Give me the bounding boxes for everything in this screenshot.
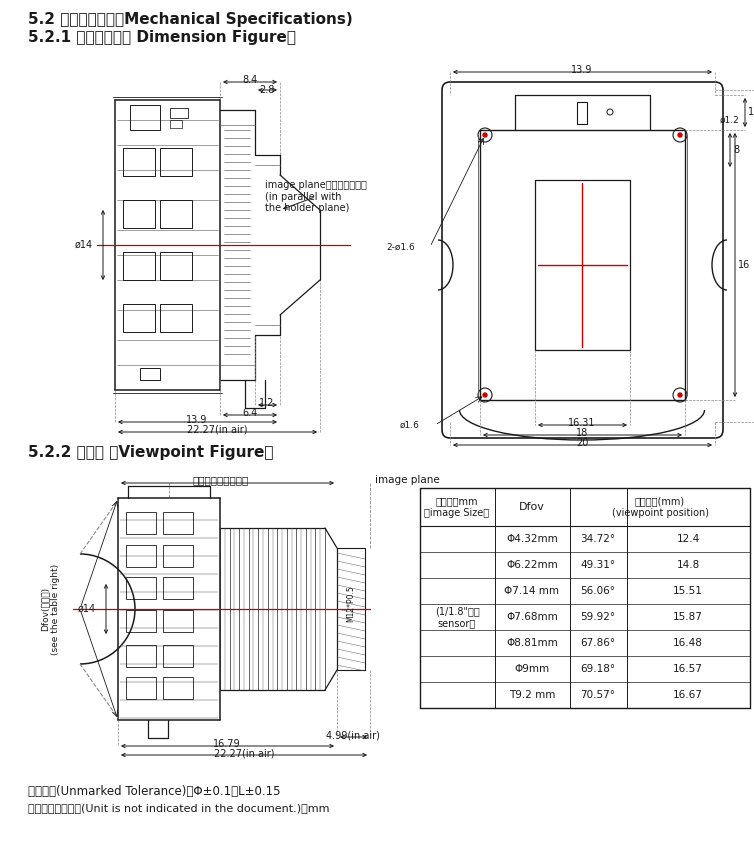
Text: 视点位置（见表格）: 视点位置（见表格）	[193, 475, 249, 485]
Text: Φ6.22mm: Φ6.22mm	[506, 560, 558, 570]
Text: Φ8.81mm: Φ8.81mm	[506, 638, 558, 648]
Text: Φ9mm: Φ9mm	[514, 664, 550, 674]
Bar	[160, 252, 192, 280]
Text: 6.4: 6.4	[242, 408, 258, 418]
Text: Φ7.14 mm: Φ7.14 mm	[504, 586, 559, 596]
Text: 67.86°: 67.86°	[581, 638, 615, 648]
Text: ø14: ø14	[75, 240, 93, 250]
Bar	[160, 304, 192, 332]
Bar	[160, 148, 192, 176]
Text: 56.06°: 56.06°	[581, 586, 615, 596]
Text: 未注公差(Unmarked Tolerance)：Φ±0.1，L±0.15: 未注公差(Unmarked Tolerance)：Φ±0.1，L±0.15	[28, 785, 280, 798]
Text: 59.92°: 59.92°	[581, 612, 615, 622]
Text: Φ7.68mm: Φ7.68mm	[506, 612, 558, 622]
Text: Dfov: Dfov	[519, 502, 545, 512]
Text: (1/1.8"以下
sensor）: (1/1.8"以下 sensor）	[434, 606, 480, 628]
Bar	[163, 577, 193, 599]
Text: 22.27(in air): 22.27(in air)	[187, 425, 247, 435]
Text: 49.31°: 49.31°	[581, 560, 615, 570]
Text: 5.2.1 外形尺寸图（ Dimension Figure）: 5.2.1 外形尺寸图（ Dimension Figure）	[28, 30, 296, 45]
Text: 13.9: 13.9	[572, 65, 593, 75]
Text: 20: 20	[576, 438, 588, 448]
Text: 13.9: 13.9	[186, 415, 207, 425]
Text: 2.8: 2.8	[259, 85, 274, 95]
Text: 69.18°: 69.18°	[581, 664, 615, 674]
Bar	[163, 677, 193, 699]
Text: 16: 16	[738, 260, 750, 270]
Text: 16.48: 16.48	[673, 638, 703, 648]
Bar	[160, 200, 192, 228]
Text: 4.99(in air): 4.99(in air)	[326, 730, 380, 740]
Text: 8: 8	[733, 145, 739, 155]
Circle shape	[483, 393, 487, 397]
Bar	[123, 304, 155, 332]
Text: 视点位置(mm)
(viewpoint position): 视点位置(mm) (viewpoint position)	[611, 496, 709, 518]
Circle shape	[483, 133, 487, 137]
Bar	[163, 645, 193, 667]
Text: image plane面与底座面平齐
(in parallel with
the holder plane): image plane面与底座面平齐 (in parallel with the…	[265, 180, 367, 214]
Bar	[163, 610, 193, 632]
Text: ø1.2: ø1.2	[720, 116, 740, 125]
Text: 5.2.2 视点图 （Viewpoint Figure）: 5.2.2 视点图 （Viewpoint Figure）	[28, 445, 274, 460]
Bar	[163, 512, 193, 534]
Text: 18: 18	[576, 428, 588, 438]
Text: Φ4.32mm: Φ4.32mm	[506, 534, 558, 544]
Text: 70.57°: 70.57°	[581, 690, 615, 700]
Text: 16.79: 16.79	[213, 739, 241, 749]
Bar	[126, 645, 156, 667]
Text: M12*P0.5: M12*P0.5	[347, 585, 355, 622]
Text: 22.27(in air): 22.27(in air)	[213, 748, 274, 758]
Text: 5.2 机构参数规格（Mechanical Specifications): 5.2 机构参数规格（Mechanical Specifications)	[28, 12, 353, 27]
Circle shape	[678, 133, 682, 137]
Bar	[577, 102, 587, 124]
Bar	[163, 545, 193, 567]
Text: 16.67: 16.67	[673, 690, 703, 700]
Bar	[126, 677, 156, 699]
Text: ø1.6: ø1.6	[400, 420, 420, 430]
Text: 12.4: 12.4	[676, 534, 700, 544]
Text: 16.31: 16.31	[569, 418, 596, 428]
Bar	[123, 200, 155, 228]
Bar	[170, 108, 188, 118]
Bar	[126, 577, 156, 599]
Bar	[130, 105, 160, 130]
Text: 15.87: 15.87	[673, 612, 703, 622]
Text: 16.57: 16.57	[673, 664, 703, 674]
Text: 8.4: 8.4	[242, 75, 258, 85]
Circle shape	[678, 393, 682, 397]
Text: 2-ø1.6: 2-ø1.6	[386, 243, 415, 252]
Bar	[126, 545, 156, 567]
Text: 14.8: 14.8	[676, 560, 700, 570]
Text: 本规格书未注单位(Unit is not indicated in the document.)：mm: 本规格书未注单位(Unit is not indicated in the do…	[28, 803, 329, 813]
Text: image plane: image plane	[375, 475, 440, 485]
Text: Τ9.2 mm: Τ9.2 mm	[509, 690, 555, 700]
Bar	[126, 512, 156, 534]
Text: Dfov(见表格)
(see the table right): Dfov(见表格) (see the table right)	[40, 563, 60, 654]
Bar	[170, 120, 182, 128]
Text: 17.4: 17.4	[748, 107, 754, 117]
Text: 像面大小mm
（image Size）: 像面大小mm （image Size）	[425, 496, 489, 518]
Text: ø14: ø14	[78, 604, 96, 614]
Text: 1.2: 1.2	[259, 398, 274, 408]
Text: 15.51: 15.51	[673, 586, 703, 596]
Bar	[140, 368, 160, 380]
Text: 34.72°: 34.72°	[581, 534, 615, 544]
Bar	[126, 610, 156, 632]
Bar	[123, 252, 155, 280]
Bar	[123, 148, 155, 176]
